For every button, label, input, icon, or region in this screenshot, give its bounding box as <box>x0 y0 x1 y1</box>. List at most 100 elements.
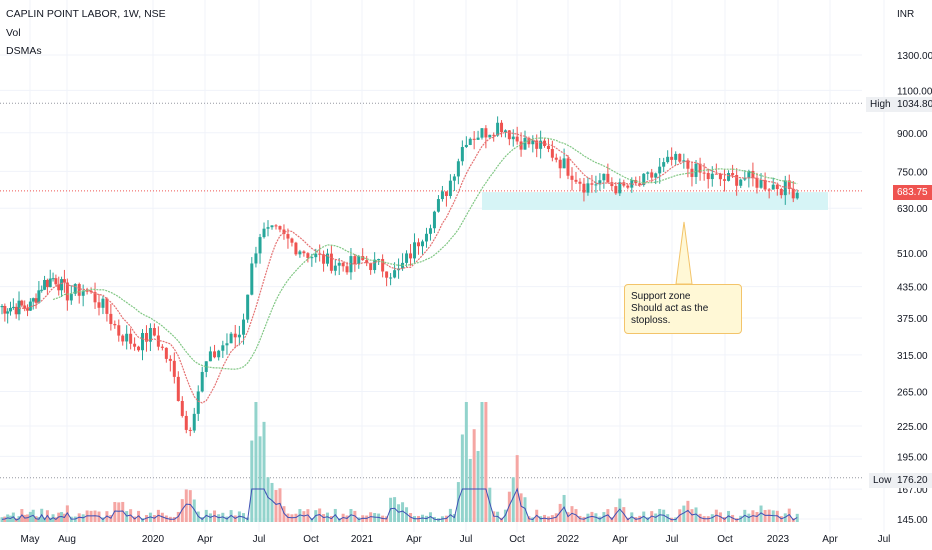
candle-body <box>26 308 30 311</box>
candle-body <box>428 228 432 234</box>
x-tick-label: Jul <box>253 534 266 545</box>
candle-body <box>519 141 523 150</box>
candle-body <box>9 307 13 312</box>
candle-body <box>51 278 55 280</box>
candle-body <box>97 302 101 308</box>
candle-body <box>117 325 121 336</box>
candle-body <box>369 263 373 271</box>
volume-bar <box>302 511 306 522</box>
x-tick-label: Aug <box>58 534 76 545</box>
candle-body <box>476 137 480 140</box>
candle-body <box>365 260 369 264</box>
candle-body <box>373 259 377 271</box>
volume-bar <box>460 434 464 522</box>
x-tick-label: Jul <box>878 534 891 545</box>
candle-body <box>590 183 594 185</box>
candle-body <box>417 242 421 247</box>
candle-body <box>759 180 763 188</box>
candle-body <box>250 263 254 295</box>
candle-body <box>755 177 759 188</box>
candle-body <box>566 158 570 176</box>
candle-body <box>714 173 718 175</box>
candle-body <box>137 346 141 351</box>
candle-body <box>148 328 152 342</box>
x-tick-label: Apr <box>612 534 628 545</box>
volume-bar <box>258 436 262 522</box>
candle-body <box>160 346 164 348</box>
volume-bar <box>507 491 511 522</box>
sma-fast-line <box>18 131 798 404</box>
candle-body <box>783 180 787 196</box>
candle-body <box>413 242 417 259</box>
candle-body <box>180 400 184 416</box>
candle-body <box>310 257 314 259</box>
volume-bar <box>763 509 767 522</box>
volume-bar <box>751 510 755 522</box>
volume-bar <box>590 511 594 522</box>
candle-body <box>246 294 250 320</box>
candle-body <box>357 256 361 264</box>
candle-body <box>57 284 61 291</box>
volume-bar <box>89 510 93 522</box>
candle-body <box>121 335 125 342</box>
candle-body <box>405 253 409 263</box>
candle-body <box>731 173 735 176</box>
y-tick-label: 1100.00 <box>897 86 932 97</box>
y-tick-label: 167.00 <box>897 485 928 496</box>
candle-body <box>598 180 602 185</box>
candle-body <box>14 306 18 315</box>
volume-bar <box>318 508 322 522</box>
candle-body <box>0 305 4 308</box>
volume-bar <box>125 511 129 522</box>
candle-body <box>775 184 779 189</box>
candle-body <box>254 253 258 264</box>
x-tick-label: Apr <box>822 534 838 545</box>
candle-body <box>638 183 642 185</box>
volume-bar <box>468 458 472 522</box>
candle-body <box>539 140 543 149</box>
y-tick-label: 510.00 <box>897 249 928 260</box>
volume-indicator-label[interactable]: Vol <box>6 27 21 39</box>
volume-bar <box>570 506 574 522</box>
candle-body <box>420 241 424 247</box>
candle-body <box>444 191 448 197</box>
x-tick-label: 2022 <box>557 534 580 545</box>
candle-body <box>791 188 795 199</box>
volume-bar <box>192 499 196 522</box>
dsmas-indicator-label[interactable]: DSMAs <box>6 45 42 57</box>
candle-body <box>337 262 341 266</box>
candle-body <box>196 391 200 414</box>
candle-body <box>535 140 539 149</box>
volume-bar <box>658 508 662 522</box>
volume-bar <box>0 517 4 522</box>
x-tick-label: 2023 <box>767 534 790 545</box>
candle-body <box>582 183 586 193</box>
candle-body <box>646 172 650 174</box>
support-zone-callout[interactable]: Support zone Should act as the stoploss. <box>624 284 742 334</box>
volume-bar <box>767 509 771 522</box>
y-tick-label: 750.00 <box>897 167 928 178</box>
volume-bar <box>690 509 694 522</box>
candle-body <box>381 258 385 272</box>
candle-body <box>377 258 381 260</box>
volume-bar <box>180 499 184 522</box>
y-tick-label: 1300.00 <box>897 51 932 62</box>
candle-body <box>133 343 137 347</box>
volume-bar <box>266 477 270 522</box>
candle-body <box>48 278 52 288</box>
volume-bar <box>714 509 718 522</box>
candle-body <box>258 237 262 254</box>
volume-bar <box>511 477 515 522</box>
y-tick-label: 435.00 <box>897 283 928 294</box>
symbol-title[interactable]: CAPLIN POINT LABOR, 1W, NSE <box>6 8 166 20</box>
candle-body <box>787 180 791 189</box>
candle-body <box>11 306 15 308</box>
candle-body <box>20 300 24 306</box>
volume-bar <box>480 402 484 522</box>
candle-body <box>546 145 550 149</box>
volume-bar <box>759 505 763 522</box>
candle-body <box>3 305 7 314</box>
volume-bar <box>188 490 192 522</box>
candle-body <box>34 298 38 303</box>
